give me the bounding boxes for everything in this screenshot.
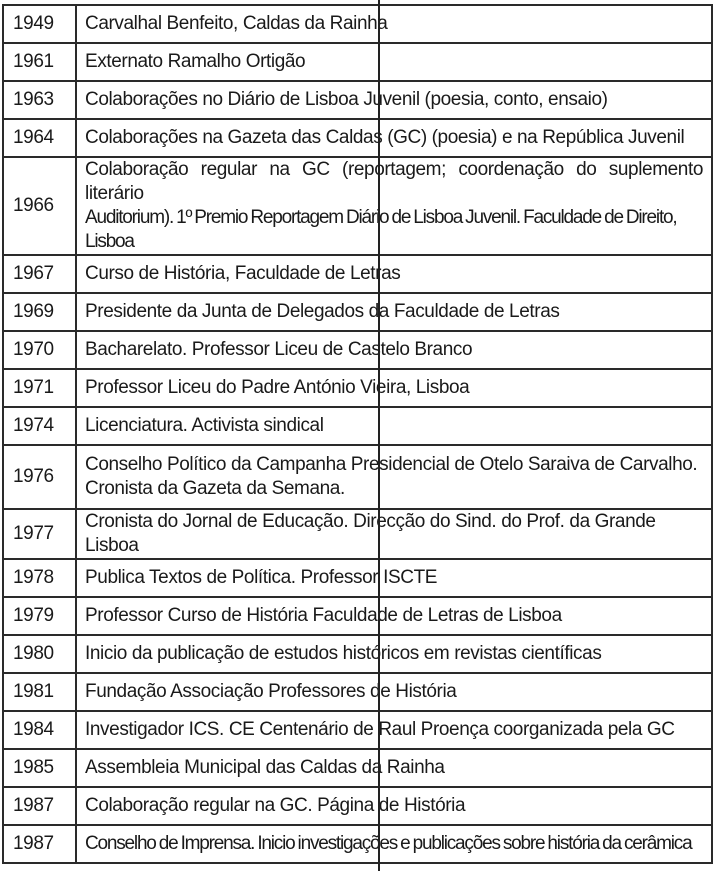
event-cell: Inicio da publicação de estudos históric…: [75, 634, 713, 674]
event-cell: Conselho Político da Campanha Presidenci…: [75, 444, 713, 510]
event-cell: Colaborações no Diário de Lisboa Juvenil…: [75, 80, 713, 120]
table-row: 1967 Curso de História, Faculdade de Letr…: [2, 254, 713, 294]
event-cell: Externato Ramalho Ortigão: [75, 42, 713, 82]
event-cell: Professor Liceu do Padre António Vieira,…: [75, 368, 713, 408]
table-row: 1981 Fundação Associação Professores de H…: [2, 672, 713, 712]
chronology-table: 1949 Carvalhal Benfeito, Caldas da Rainha…: [2, 4, 713, 864]
year-cell: 1980: [2, 634, 77, 674]
year-cell: 1949: [2, 4, 77, 44]
year-cell: 1963: [2, 80, 77, 120]
year-cell: 1974: [2, 406, 77, 446]
year-cell: 1978: [2, 558, 77, 598]
event-line: Conselho Político da Campanha Presidenci…: [85, 454, 698, 475]
year-cell: 1970: [2, 330, 77, 370]
year-cell: 1987: [2, 824, 77, 864]
table-row: 1961 Externato Ramalho Ortigão: [2, 42, 713, 82]
year-cell: 1987: [2, 786, 77, 826]
table-row: 1985 Assembleia Municipal das Caldas da R…: [2, 748, 713, 788]
table-row: 1966 Colaboração regular na GC (reportage…: [2, 156, 713, 256]
event-cell: Curso de História, Faculdade de Letras: [75, 254, 713, 294]
year-cell: 1981: [2, 672, 77, 712]
table-row: 1971 Professor Liceu do Padre António Vie…: [2, 368, 713, 408]
year-cell: 1976: [2, 444, 77, 510]
table-row: 1977 Cronista do Jornal de Educação. Dire…: [2, 508, 713, 560]
year-cell: 1961: [2, 42, 77, 82]
year-cell: 1985: [2, 748, 77, 788]
event-line: Colaboração regular na GC (reportagem; c…: [85, 159, 703, 204]
year-cell: 1964: [2, 118, 77, 158]
year-cell: 1984: [2, 710, 77, 750]
event-cell: Conselho de Imprensa. Inicio investigaçõ…: [75, 824, 713, 864]
table-row: 1987 Colaboração regular na GC. Página de…: [2, 786, 713, 826]
event-cell: Assembleia Municipal das Caldas da Rainh…: [75, 748, 713, 788]
event-cell: Colaboração regular na GC. Página de His…: [75, 786, 713, 826]
year-cell: 1967: [2, 254, 77, 294]
table-row: 1978 Publica Textos de Política. Professo…: [2, 558, 713, 598]
event-cell: Investigador ICS. CE Centenário de Raul …: [75, 710, 713, 750]
table-row: 1970 Bacharelato. Professor Liceu de Cast…: [2, 330, 713, 370]
event-cell: Carvalhal Benfeito, Caldas da Rainha: [75, 4, 713, 44]
event-cell: Cronista do Jornal de Educação. Direcção…: [75, 508, 713, 560]
year-cell: 1969: [2, 292, 77, 332]
event-cell: Professor Curso de História Faculdade de…: [75, 596, 713, 636]
event-cell: Colaboração regular na GC (reportagem; c…: [75, 156, 713, 256]
event-cell: Bacharelato. Professor Liceu de Castelo …: [75, 330, 713, 370]
event-cell: Publica Textos de Política. Professor IS…: [75, 558, 713, 598]
year-cell: 1979: [2, 596, 77, 636]
table-row: 1969 Presidente da Junta de Delegados da …: [2, 292, 713, 332]
table-row: 1964 Colaborações na Gazeta das Caldas (G…: [2, 118, 713, 158]
table-row: 1949 Carvalhal Benfeito, Caldas da Rainha: [2, 4, 713, 44]
table-row: 1976 Conselho Político da Campanha Presid…: [2, 444, 713, 510]
event-line: Cronista da Gazeta da Semana.: [85, 478, 345, 499]
year-cell: 1977: [2, 508, 77, 560]
year-cell: 1971: [2, 368, 77, 408]
event-cell: Fundação Associação Professores de Histó…: [75, 672, 713, 712]
event-cell: Colaborações na Gazeta das Caldas (GC) (…: [75, 118, 713, 158]
scan-line-artifact: [378, 0, 380, 871]
event-cell: Presidente da Junta de Delegados da Facu…: [75, 292, 713, 332]
table-row: 1987 Conselho de Imprensa. Inicio investi…: [2, 824, 713, 864]
table-row: 1984 Investigador ICS. CE Centenário de R…: [2, 710, 713, 750]
table-row: 1980 Inicio da publicação de estudos hist…: [2, 634, 713, 674]
table-row: 1979 Professor Curso de História Faculdad…: [2, 596, 713, 636]
year-cell: 1966: [2, 156, 77, 256]
event-line: Auditorium). 1º Premio Reportagem Diário…: [85, 207, 678, 252]
event-cell: Licenciatura. Activista sindical: [75, 406, 713, 446]
table-row: 1963 Colaborações no Diário de Lisboa Juv…: [2, 80, 713, 120]
table-row: 1974 Licenciatura. Activista sindical: [2, 406, 713, 446]
